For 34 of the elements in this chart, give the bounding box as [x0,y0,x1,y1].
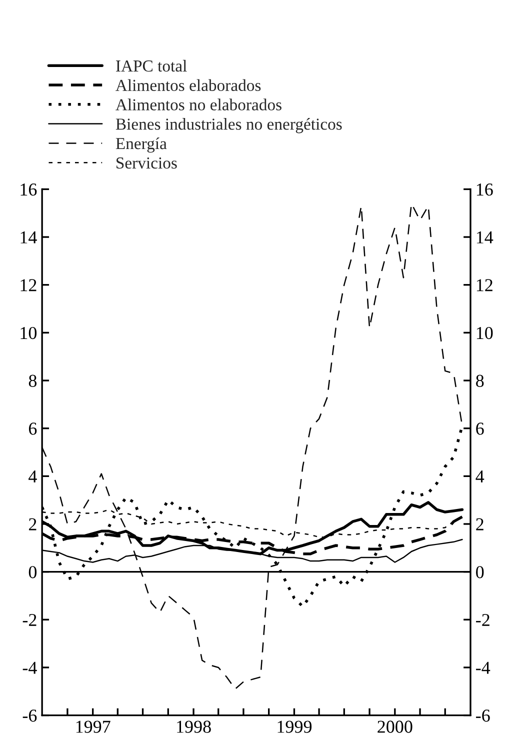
y2-tick-label: -4 [476,662,490,674]
y-tick-label: -6 [22,710,37,722]
y-tick-label: 14 [20,231,37,244]
y-tick-label: 16 [20,184,37,196]
y-tick-label: 0 [28,566,37,578]
x-tick-label: 1997 [76,720,110,733]
x-tick-label: 2000 [378,720,412,733]
y-tick-label: 10 [20,326,37,340]
y2-tick-label: 14 [476,231,494,244]
y2-tick-label: -2 [476,614,490,626]
y-tick-label: 8 [28,374,37,387]
legend-label: Energía [116,137,167,153]
y-tick-label: 12 [20,279,36,292]
legend-label: Bienes industriales no energéticos [116,118,342,134]
legend-label: Alimentos elaborados [116,79,261,92]
x-tick-label: 1998 [177,720,211,733]
y2-tick-label: 6 [476,422,484,435]
y-tick-label: 6 [28,422,37,435]
y-tick-label: -4 [22,662,37,674]
y2-tick-label: 8 [476,374,484,387]
y-tick-label: 4 [28,470,37,482]
y2-tick-label: 10 [476,326,493,340]
y2-tick-label: 12 [476,279,492,292]
legend-label: IAPC total [116,60,187,72]
y2-tick-label: 0 [476,566,484,578]
y2-tick-label: 4 [476,470,484,482]
y-tick-label: 2 [28,518,36,530]
x-tick-label: 1999 [278,720,312,733]
legend-label: Servicios [116,157,177,169]
y2-tick-label: 2 [476,518,484,530]
y2-tick-label: 16 [476,184,493,196]
legend-label: Alimentos no elaborados [116,98,282,110]
y-tick-label: -2 [22,614,36,626]
y2-tick-label: -6 [476,710,490,722]
